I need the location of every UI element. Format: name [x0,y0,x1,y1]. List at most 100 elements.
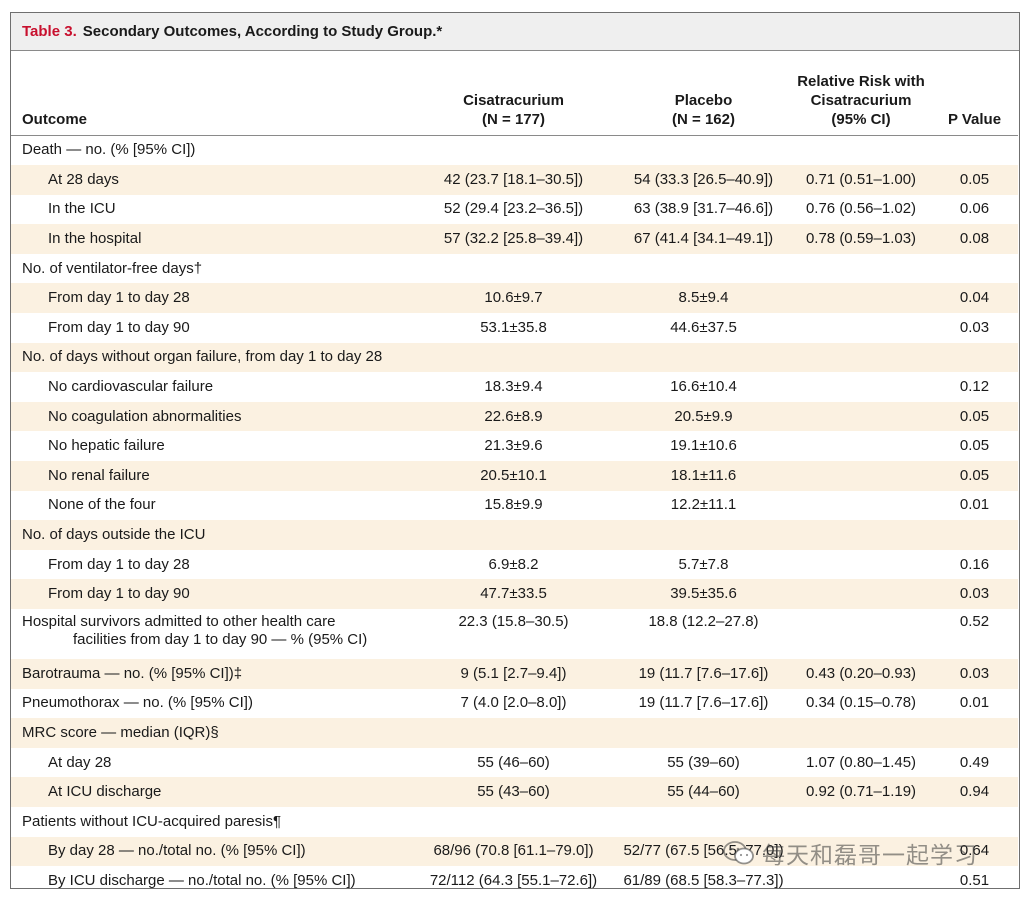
cell-p-value: 0.05 [931,401,1018,432]
cell-cisatracurium [411,254,616,284]
cell-cisatracurium: 42 (23.7 [18.1–30.5]) [411,165,616,195]
cell-relative-risk [791,520,931,550]
header-cisatracurium: Cisatracurium (N = 177) [411,51,616,136]
table-row: At day 28 55 (46–60) 55 (39–60) 1.07 (0.80–… [11,748,1018,778]
cell-relative-risk [791,283,931,314]
cell-placebo [616,254,791,284]
cell-placebo: 55 (44–60) [616,777,791,807]
watermark: 每天和磊哥一起学习 [722,836,978,870]
cell-p-value: 0.04 [931,283,1018,314]
cell-p-value [931,254,1018,284]
cell-placebo: 16.6±10.4 [670,378,737,396]
cell-placebo: 5.7±7.8 [678,555,729,573]
row-label: Pneumothorax — no. (% [95% CI]) [22,694,253,712]
row-label: No hepatic failure [48,437,165,455]
row-label: No cardiovascular failure [48,378,214,396]
cell-placebo: 19 (11.7 [7.6–17.6]) [616,659,791,689]
cell-cisatracurium: 72/112 (64.3 [55.1–72.6]) [429,871,598,889]
row-label: No renal failure [11,461,411,491]
table-row: MRC score — median (IQR)§ [11,718,1018,748]
cell-relative-risk [791,718,931,748]
row-label: From day 1 to day 90 [11,579,411,609]
cell-placebo: 18.1±11.6 [616,461,791,491]
table-title: Secondary Outcomes, According to Study G… [82,23,443,40]
cell-cisatracurium: 47.7±33.5 [411,579,616,609]
cell-cisatracurium [411,135,616,165]
row-label-line1: Hospital survivors admitted to other hea… [22,613,336,630]
cell-relative-risk [791,579,931,609]
cell-p-value: 0.01 [959,694,990,712]
table-row: No cardiovascular failure 18.3±9.4 16.6±10… [11,372,1018,402]
cell-relative-risk [791,836,931,867]
table-row: Patients without ICU-acquired paresis¶ [11,807,1018,837]
row-label: At 28 days [11,165,411,195]
cell-relative-risk: 1.07 (0.80–1.45) [805,753,917,771]
header-placebo: Placebo (N = 162) [616,51,791,136]
cell-p-value: 0.05 [931,461,1018,491]
cell-placebo: 67 (41.4 [34.1–49.1]) [616,224,791,254]
cell-placebo: 8.5±9.4 [616,283,791,314]
row-label: From day 1 to day 28 [11,283,411,314]
watermark-text: 每天和磊哥一起学习 [762,843,978,869]
table-row: By ICU discharge — no./total no. (% [95%… [11,866,1018,896]
cell-placebo: 63 (38.9 [31.7–46.6]) [633,200,774,218]
cell-cisatracurium: 18.3±9.4 [484,378,543,396]
row-label: MRC score — median (IQR)§ [11,718,411,748]
cell-cisatracurium [411,342,616,373]
cell-cisatracurium: 15.8±9.9 [484,496,543,514]
cell-placebo: 39.5±35.6 [616,579,791,609]
cell-p-value: 0.06 [959,200,990,218]
table-row: No. of ventilator-free days† [11,254,1018,284]
cell-relative-risk [791,401,931,432]
cell-p-value: 0.08 [931,224,1018,254]
header-relative-risk: Relative Risk with Cisatracurium (95% CI) [791,51,931,136]
row-label-line2: facilities from day 1 to day 90 — % (95%… [73,631,368,648]
cell-cisatracurium: 7 (4.0 [2.0–8.0]) [460,694,567,712]
cell-cisatracurium: 10.6±9.7 [411,283,616,314]
table-row: No renal failure 20.5±10.1 18.1±11.6 0.05 [11,461,1018,491]
cell-placebo: 19.1±10.6 [670,437,737,455]
cell-p-value: 0.01 [959,496,990,514]
cell-p-value [931,342,1018,373]
table-row: No. of days without organ failure, from … [11,342,1018,373]
cell-relative-risk [791,372,931,402]
cell-cisatracurium: 57 (32.2 [25.8–39.4]) [411,224,616,254]
cell-p-value [931,135,1018,165]
row-label: No. of days without organ failure, from … [11,342,411,373]
table-row: Pneumothorax — no. (% [95% CI]) 7 (4.0 [2… [11,689,1018,719]
cell-cisatracurium: 55 (46–60) [477,753,550,771]
cell-cisatracurium: 68/96 (70.8 [61.1–79.0]) [411,836,616,867]
table-row: At ICU discharge 55 (43–60) 55 (44–60) 0.92… [11,777,1018,807]
table-row: In the ICU 52 (29.4 [23.2–36.5]) 63 (38.9 … [11,195,1018,225]
cell-placebo [616,342,791,373]
row-label: No. of ventilator-free days† [22,259,203,277]
table-row: From day 1 to day 28 10.6±9.7 8.5±9.4 0.04 [11,283,1018,314]
row-label: Patients without ICU-acquired paresis¶ [22,812,282,830]
cell-cisatracurium: 20.5±10.1 [411,461,616,491]
cell-relative-risk [791,431,931,461]
table-row: Death — no. (% [95% CI]) [11,135,1018,165]
row-label: At day 28 [48,753,112,771]
table-row: Hospital survivors admitted to other hea… [11,609,1018,659]
row-label: In the ICU [48,200,116,218]
cell-placebo [616,135,791,165]
table-row: Barotrauma — no. (% [95% CI])‡ 9 (5.1 [2.… [11,659,1018,689]
cell-placebo: 54 (33.3 [26.5–40.9]) [616,165,791,195]
cell-p-value [931,718,1018,748]
cell-p-value: 0.05 [931,165,1018,195]
cell-p-value: 0.52 [959,613,990,630]
header-p-value: P Value [931,51,1018,136]
cell-cisatracurium: 52 (29.4 [23.2–36.5]) [443,200,584,218]
row-label: By ICU discharge — no./total no. (% [95%… [48,871,356,889]
cell-placebo [616,718,791,748]
cell-p-value: 0.12 [959,378,990,396]
cell-cisatracurium: 6.9±8.2 [488,555,539,573]
cell-relative-risk [791,461,931,491]
cell-relative-risk [791,342,931,373]
row-label: Death — no. (% [95% CI]) [22,141,196,159]
cell-relative-risk: 0.92 (0.71–1.19) [791,777,931,807]
cell-placebo: 44.6±37.5 [670,318,737,336]
cell-relative-risk [791,254,931,284]
row-label: From day 1 to day 28 [48,555,190,573]
cell-cisatracurium [411,718,616,748]
